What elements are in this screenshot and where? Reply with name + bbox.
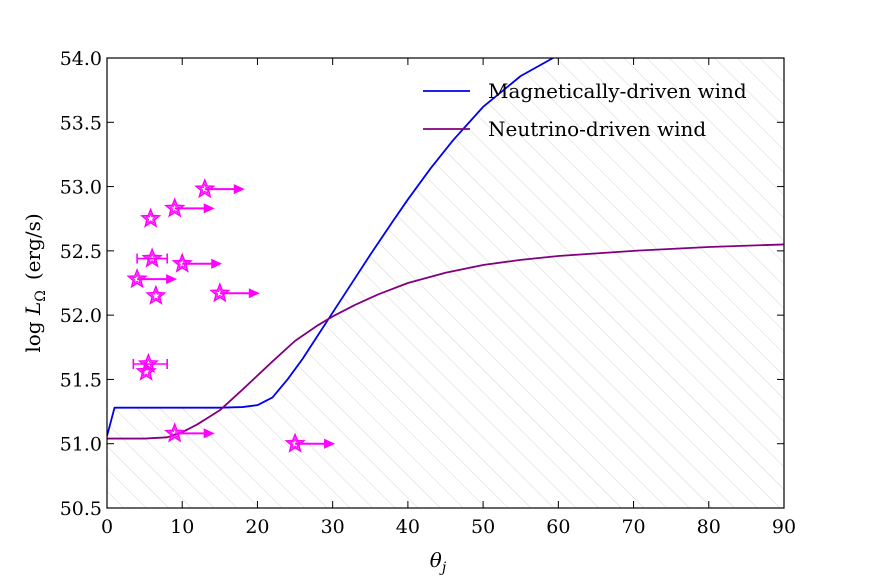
- star-marker: [126, 267, 148, 289]
- y-tick-label: 50.5: [60, 498, 102, 520]
- y-tick-label: 53.5: [60, 112, 102, 134]
- star-marker-inner: [289, 437, 302, 449]
- data-point-11: [284, 432, 336, 453]
- arrow-head: [233, 184, 245, 195]
- x-tick-label: 10: [170, 516, 194, 538]
- star-marker-inner: [140, 365, 153, 377]
- y-axis-label-unit: (erg/s): [21, 213, 45, 280]
- y-tick-label: 51.0: [60, 434, 102, 456]
- data-point-4: [171, 252, 223, 273]
- star-marker: [164, 422, 186, 443]
- x-tick-label: 90: [772, 516, 796, 538]
- legend: Magnetically-driven wind Neutrino-driven…: [423, 79, 747, 141]
- x-tick-label: 70: [621, 516, 645, 538]
- arrow-head: [203, 203, 215, 214]
- legend-label-magnetically-driven: Magnetically-driven wind: [488, 79, 747, 103]
- y-axis-label: log LΩ (erg/s): [21, 213, 49, 352]
- x-axis-label-sub: j: [439, 560, 447, 576]
- x-axis-label: θj: [430, 548, 447, 576]
- star-marker: [141, 247, 163, 268]
- data-point-7: [209, 282, 260, 303]
- y-tick-label: 54.0: [60, 48, 102, 70]
- star-marker-inner: [146, 252, 159, 264]
- star-marker: [135, 360, 157, 381]
- x-tick-label: 30: [321, 516, 345, 538]
- data-point-8: [132, 352, 168, 374]
- x-tick-label: 40: [396, 516, 420, 538]
- star-marker-inner: [198, 182, 211, 195]
- arrow-head: [211, 258, 223, 269]
- star-marker-inner: [142, 357, 155, 370]
- arrow-head: [248, 288, 260, 299]
- star-marker-inner: [144, 212, 157, 224]
- y-tick-label: 51.5: [60, 369, 102, 391]
- y-tick-label: 52.0: [60, 305, 102, 327]
- star-marker-inner: [168, 427, 181, 439]
- star-marker-inner: [176, 257, 189, 269]
- series-line-magnetically-driven: [107, 58, 554, 437]
- hatch-area: [107, 58, 784, 508]
- data-point-0: [194, 177, 245, 199]
- y-axis-label-sub: Ω: [33, 290, 49, 302]
- hatched-region: [107, 58, 784, 508]
- arrow-head: [166, 274, 178, 285]
- star-marker-inner: [168, 202, 181, 214]
- x-tick-label: 60: [546, 516, 570, 538]
- axis-ticks: 0 10 20 30 40 50 60 70 80 90 50.5 51.0 51.5 52.0 52.5 5…: [60, 48, 796, 538]
- x-tick-label: 0: [101, 516, 113, 538]
- star-marker-inner: [213, 286, 226, 299]
- star-marker: [194, 177, 216, 199]
- data-point-9: [135, 360, 157, 381]
- plot-frame: [106, 57, 785, 509]
- legend-label-neutrino-driven: Neutrino-driven wind: [488, 117, 706, 141]
- star-marker: [171, 252, 193, 273]
- arrow-head: [203, 428, 215, 439]
- data-point-2: [139, 207, 162, 228]
- data-point-10: [164, 422, 215, 443]
- x-axis-label-main: θ: [430, 548, 442, 572]
- star-marker-inner: [131, 272, 144, 285]
- data-point-5: [126, 267, 178, 289]
- x-tick-label: 20: [245, 516, 269, 538]
- y-tick-label: 52.5: [60, 241, 102, 263]
- star-marker: [209, 282, 231, 303]
- star-marker: [164, 197, 186, 218]
- y-axis-label-prefix: log: [21, 315, 45, 353]
- series-layer: [107, 58, 784, 440]
- arrow-head: [324, 438, 336, 449]
- star-marker: [139, 207, 162, 228]
- star-marker: [284, 432, 306, 453]
- marker-layer: [126, 177, 336, 453]
- data-point-1: [164, 197, 215, 218]
- series-line-neutrino-driven: [107, 243, 784, 440]
- data-point-6: [145, 284, 167, 305]
- star-marker-inner: [149, 289, 162, 301]
- star-marker: [145, 284, 167, 305]
- data-point-3: [136, 247, 168, 268]
- x-tick-label: 80: [697, 516, 721, 538]
- x-tick-label: 50: [471, 516, 495, 538]
- y-tick-label: 53.0: [60, 177, 102, 199]
- y-axis-label-var: L: [21, 302, 45, 316]
